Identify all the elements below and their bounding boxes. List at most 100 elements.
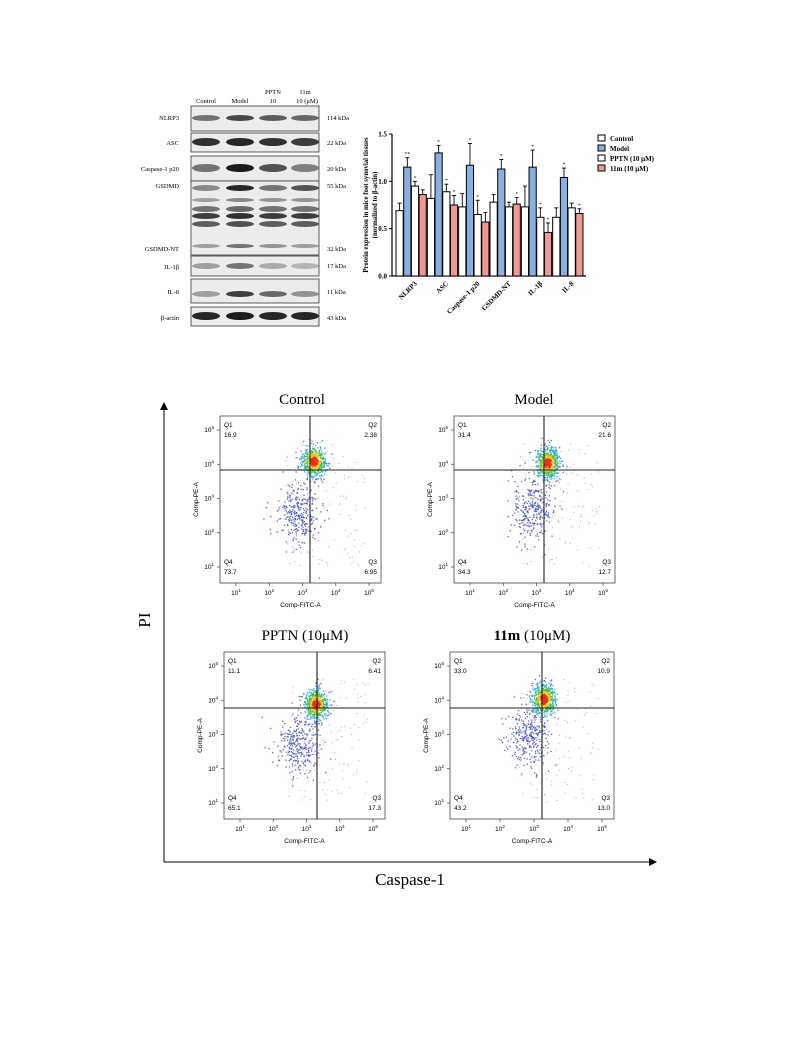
flow-dot [318, 686, 320, 688]
flow-dot [544, 700, 546, 702]
flow-dot [317, 485, 319, 487]
flow-dot [555, 463, 557, 466]
flow-dot [314, 466, 316, 468]
flow-dot [542, 457, 544, 459]
flow-dot [524, 733, 526, 735]
flow-dot [541, 450, 544, 453]
flow-dot [533, 711, 536, 713]
flow-dot [539, 694, 541, 696]
quadrant-value: 16.9 [224, 432, 237, 439]
flow-dot [536, 732, 538, 735]
flow-dot [539, 455, 542, 457]
flow-dot [532, 727, 535, 729]
flow-dot [305, 737, 307, 739]
flow-dot [287, 524, 289, 527]
flow-dot [301, 499, 303, 501]
flow-dot [319, 701, 321, 704]
flow-dot [317, 686, 319, 688]
flow-dot [319, 462, 322, 464]
flow-dot [519, 737, 522, 740]
flow-dot [552, 475, 554, 477]
flow-dot [261, 716, 263, 718]
flow-dot [534, 480, 536, 482]
flow-dot [538, 759, 540, 761]
flow-dot [326, 703, 328, 705]
flow-dot [301, 456, 303, 458]
flow-dot [570, 525, 572, 527]
flow-dot [546, 460, 548, 462]
flow-dot [556, 453, 558, 455]
flow-dot [549, 458, 552, 461]
flow-dot [290, 519, 292, 521]
flow-dots [507, 437, 600, 568]
flow-dot [569, 519, 571, 521]
flow-dot [564, 461, 566, 463]
flow-dot [314, 733, 317, 736]
flow-dot [521, 735, 523, 738]
flow-dot [526, 763, 528, 765]
flow-dot [318, 757, 320, 759]
flow-dot [526, 743, 529, 745]
flow-dot [301, 524, 303, 526]
flow-dot [322, 504, 324, 507]
flow-dot [319, 782, 321, 784]
flow-dot [313, 482, 315, 484]
flow-dot [335, 739, 337, 741]
flow-dot [547, 692, 549, 694]
flow-dot [519, 748, 521, 750]
flow-dot [289, 518, 291, 520]
flow-dot [304, 744, 307, 747]
flow-dot [311, 458, 313, 460]
flow-dot [294, 743, 296, 746]
flow-dots [261, 678, 369, 801]
flow-dot [315, 453, 318, 455]
flow-dot [313, 765, 315, 767]
flow-dot [334, 751, 336, 753]
flow-dot [535, 788, 537, 790]
flow-dot [320, 465, 322, 467]
flow-dot [550, 449, 552, 451]
flow-dot [531, 701, 533, 703]
y-tick-label: 102 [208, 764, 218, 773]
flow-dot [292, 734, 295, 737]
flow-dot [539, 460, 542, 462]
flow-dot [542, 698, 544, 700]
flow-dot [322, 452, 324, 454]
flow-dot [549, 689, 552, 691]
flow-dot [548, 697, 551, 699]
flow-dot [296, 733, 298, 735]
flow-dot [549, 731, 551, 733]
flow-dot [559, 505, 561, 507]
flow-dot [313, 497, 315, 499]
tick-exponent: 4 [338, 588, 341, 593]
flow-dot [317, 466, 319, 468]
flow-dot [319, 698, 321, 700]
flow-dot [527, 518, 529, 521]
flow-dot [544, 471, 546, 473]
flow-dot [312, 714, 314, 716]
flow-dot [592, 742, 594, 744]
flow-dot [313, 461, 316, 463]
flow-dot [522, 740, 525, 742]
flow-dot [311, 746, 313, 748]
flow-dot [518, 714, 521, 717]
flow-dot [328, 691, 330, 694]
flow-dot [555, 749, 557, 751]
flow-dot [547, 456, 549, 459]
flow-dot [551, 704, 553, 706]
flow-dot [553, 475, 555, 478]
flow-dot [305, 724, 307, 726]
flow-dot [323, 465, 326, 468]
flow-dot [567, 721, 569, 723]
flow-dot [313, 692, 315, 694]
flow-dot [519, 456, 521, 458]
flow-dot [283, 740, 286, 742]
flow-dot [520, 774, 522, 776]
flow-dot [284, 722, 286, 725]
flow-dot [318, 709, 320, 711]
flow-dot [512, 514, 514, 517]
flow-dot [313, 694, 315, 696]
flow-dot [535, 687, 537, 690]
flow-dot [553, 691, 555, 693]
